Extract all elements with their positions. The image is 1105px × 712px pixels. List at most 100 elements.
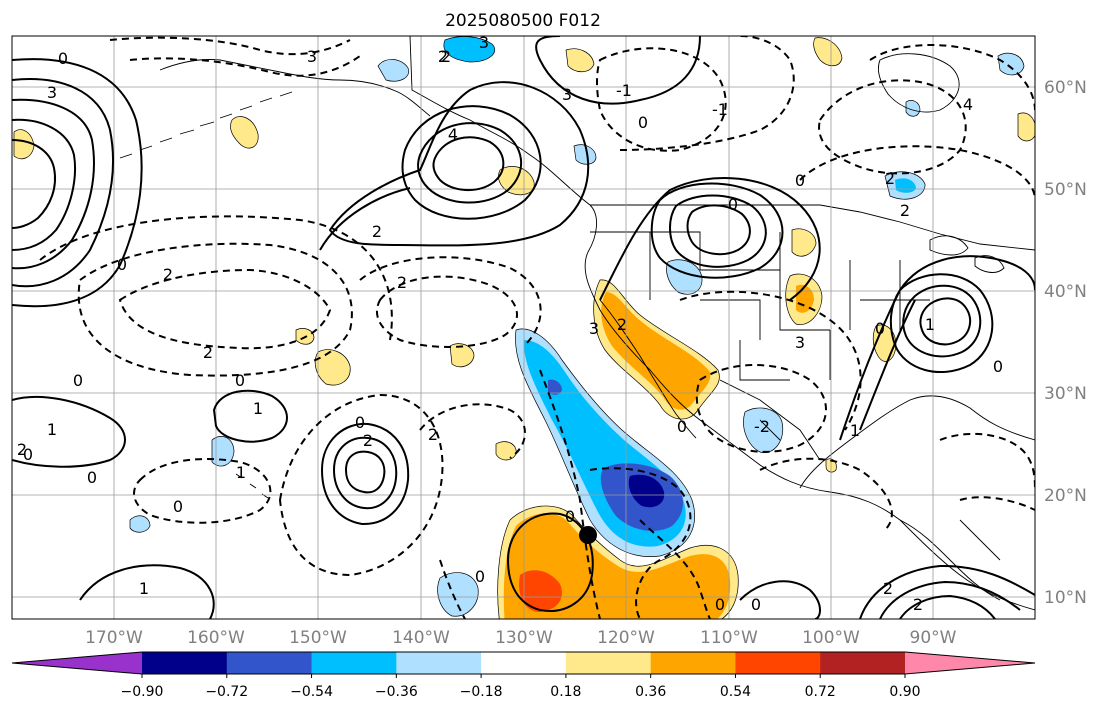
contour-value-label: 0 [728,195,738,214]
positive-contour [432,136,505,191]
negative-anomaly-region [628,474,665,508]
colorbar-segment [142,652,228,674]
contour-value-label: 0 [235,371,245,390]
negative-contour [39,215,393,341]
negative-contour [375,275,518,348]
longitude-tick-label: 90°W [910,628,957,648]
longitude-tick-label: 110°W [700,628,758,648]
positive-anomaly-region [519,570,562,612]
colorbar-tick-label: −0.72 [205,684,248,700]
map-frame [11,35,1036,620]
positive-contour [332,436,398,510]
gulf-coastline [799,395,1035,489]
north-america-coastline [409,36,1035,611]
negative-contour [818,79,967,175]
positive-contour [650,182,784,279]
contour-value-label: 1 [925,315,935,334]
positive-anomaly-region [13,129,35,160]
contour-value-label: 2 [397,273,407,292]
contour-value-label: 3 [795,333,805,352]
storm-position-marker [579,526,597,544]
negative-anomaly-region [905,100,921,117]
positive-anomaly-region [495,441,517,461]
negative-contour [133,458,272,524]
positive-contour [12,395,126,468]
contour-lines [12,36,1035,619]
contour-value-label: 3 [47,83,57,102]
negative-anomaly-region [573,144,597,165]
contour-value-label: 0 [475,567,485,586]
contour-value-label: 2 [17,440,27,459]
colorbar-tick-label: −0.90 [121,684,164,700]
colorbar-segment [481,652,567,674]
negative-anomaly-region [743,407,784,453]
contour-value-label: 2 [900,201,910,220]
longitude-tick-label: 100°W [802,628,860,648]
negative-contour [619,36,795,151]
contour-value-label: 2 [163,265,173,284]
negative-contour [278,393,444,577]
contour-value-label: 0 [715,595,725,614]
contour-value-label: 1 [253,399,263,418]
contour-value-label: 0 [173,497,183,516]
latitude-tick-label: 30°N [1044,384,1087,404]
latitude-labels: 60°N 50°N 40°N 30°N 20°N 10°N [1044,78,1087,608]
negative-contour [799,145,1035,201]
contour-value-label: 2 [617,315,627,334]
positive-anomaly-region [601,292,711,410]
positive-contour [889,273,994,374]
longitude-tick-label: 130°W [495,628,553,648]
negative-anomaly-region [377,59,410,82]
positive-contour [320,422,410,526]
contour-value-label: 0 [751,595,761,614]
contour-value-label: 4 [963,95,973,114]
negative-contour [679,290,862,431]
positive-contour [599,177,821,301]
shaded-regions [13,36,1035,619]
contour-value-label: 3 [307,47,317,66]
colorbar-tick-label: 0.90 [889,684,920,700]
contour-value-label: 2 [883,579,893,598]
contour-value-label: 0 [355,413,365,432]
positive-contour [12,118,76,251]
contour-value-label: 0 [875,319,885,338]
negative-contour [759,457,893,531]
negative-contour [439,559,466,619]
colorbar-segment [226,652,313,674]
longitude-tick-label: 150°W [289,628,347,648]
longitude-tick-label: 140°W [392,628,450,648]
contour-value-label: 1 [47,420,57,439]
negative-contour [959,496,1035,511]
longitude-labels: 170°W 160°W 150°W 140°W 130°W 120°W 110°W 100°W… [85,628,957,648]
contour-value-label: -2 [754,417,770,436]
negative-anomaly-region [548,379,562,395]
lat-lon-grid [12,36,1035,619]
positive-anomaly-region [813,37,843,67]
contour-value-label: 2 [913,595,923,614]
colorbar-segment [311,652,397,674]
latitude-tick-label: 60°N [1044,78,1087,98]
contour-value-label: 0 [117,255,127,274]
contour-value-label: 1 [850,421,860,440]
contour-value-label: 0 [565,507,575,526]
latitude-tick-label: 40°N [1044,282,1087,302]
contour-value-label: 0 [23,445,33,464]
colorbar-overflow-triangle [905,652,1035,674]
positive-contour [79,564,215,619]
positive-contour [686,204,751,256]
contour-value-label: 1 [139,579,149,598]
positive-contour [839,255,1035,441]
alaska-coastline [159,59,431,117]
us-canada-border [590,204,1035,251]
negative-contour [77,242,353,377]
great-lakes [929,235,1005,273]
positive-contour [344,450,386,494]
negative-contour [118,268,332,350]
positive-contour [859,564,1035,619]
contour-value-label: 0 [87,468,97,487]
positive-contour [212,389,288,443]
contour-value-label: 2 [203,343,213,362]
contour-value-label: 3 [562,85,572,104]
coastlines [119,36,1035,611]
